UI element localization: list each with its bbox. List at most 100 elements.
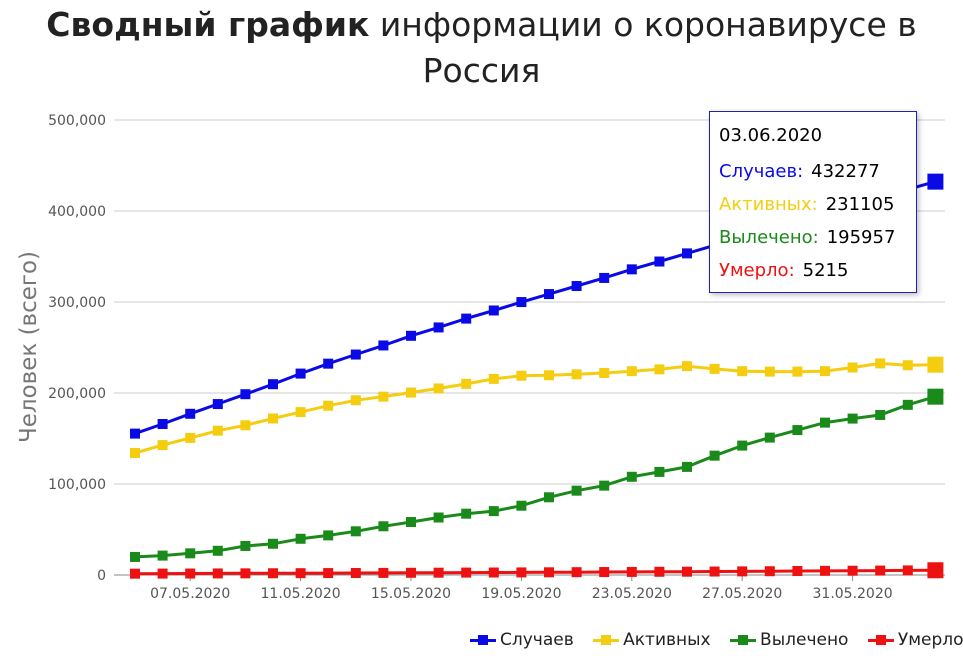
tooltip-row-deaths: Умерло: 5215 [719, 260, 848, 281]
data-point-active [927, 356, 944, 373]
tooltip-row-cases: Случаев: 432277 [719, 161, 880, 182]
data-point-cases [571, 281, 582, 292]
data-point-active [433, 383, 444, 394]
data-point-cases [516, 297, 527, 308]
line-chart[interactable]: 0 100,000 200,000 300,000 400,000 500,000 07.0… [0, 0, 963, 630]
data-point-cases [654, 256, 665, 267]
legend-label-deaths: Умерло [897, 630, 963, 650]
tooltip-value-deaths: 5215 [802, 260, 849, 281]
data-point-recovered [709, 450, 720, 461]
tooltip-label-cases: Случаев: [719, 161, 804, 182]
data-point-active [682, 361, 692, 372]
data-point-active [488, 373, 499, 384]
data-point-deaths [488, 567, 499, 578]
series-line-active [134, 361, 936, 455]
legend-item-cases[interactable]: Случаев [470, 630, 574, 650]
data-point-recovered [682, 461, 692, 472]
x-tick-label: 23.05.2020 [592, 586, 672, 602]
data-point-deaths [792, 566, 803, 577]
data-point-recovered [737, 440, 748, 451]
data-point-deaths [847, 565, 858, 576]
data-point-recovered [847, 413, 858, 424]
data-point-cases [927, 173, 944, 190]
y-tick-label: 0 [97, 568, 106, 584]
data-point-active [820, 366, 830, 377]
legend-label-cases: Случаев [500, 630, 574, 650]
data-point-cases [212, 399, 223, 410]
data-point-cases [157, 419, 168, 430]
data-point-deaths [682, 566, 692, 577]
data-point-recovered [157, 550, 168, 561]
tooltip-row-recovered: Вылечено: 195957 [719, 227, 895, 248]
data-point-deaths [461, 567, 472, 578]
y-tick-label: 500,000 [48, 113, 106, 129]
data-point-deaths [378, 567, 389, 578]
legend-symbol-deaths [867, 633, 894, 647]
chart-legend: Случаев Активных Вылечено Умерло [470, 630, 963, 654]
data-point-recovered [516, 500, 527, 511]
data-point-active [902, 360, 913, 371]
tooltip-value-cases: 432277 [811, 161, 880, 182]
y-tick-label: 400,000 [48, 204, 106, 220]
legend-item-active[interactable]: Активных [593, 630, 711, 650]
tooltip-value-active: 231105 [825, 194, 895, 215]
tooltip-label-deaths: Умерло: [719, 260, 795, 281]
legend-item-deaths[interactable]: Умерло [867, 630, 963, 650]
data-point-cases [599, 272, 610, 283]
y-tick-label: 100,000 [48, 477, 106, 493]
legend-symbol-active [593, 633, 620, 647]
data-point-cases [626, 264, 637, 275]
legend-label-active: Активных [623, 630, 711, 650]
tooltip-value-recovered: 195957 [826, 227, 896, 248]
data-point-cases [433, 322, 444, 333]
y-tick-label: 300,000 [48, 295, 106, 311]
legend-label-recovered: Вылечено [760, 630, 849, 650]
data-point-cases [682, 248, 692, 259]
data-point-recovered [268, 538, 278, 549]
data-point-recovered [571, 485, 582, 496]
data-point-active [544, 370, 554, 381]
data-point-recovered [212, 545, 223, 556]
legend-item-recovered[interactable]: Вылечено [730, 630, 848, 650]
data-point-recovered [544, 492, 554, 503]
x-tick-label: 15.05.2020 [371, 586, 451, 602]
tooltip-label-recovered: Вылечено: [719, 227, 819, 248]
x-tick-label: 19.05.2020 [481, 586, 561, 602]
data-point-deaths [820, 565, 830, 576]
data-point-active [350, 395, 361, 406]
data-point-deaths [927, 562, 944, 579]
data-point-deaths [571, 567, 582, 578]
data-point-cases [544, 289, 554, 300]
data-point-active [737, 366, 748, 377]
data-point-active [378, 391, 389, 402]
data-point-recovered [323, 530, 334, 541]
x-tick-label: 31.05.2020 [813, 586, 893, 602]
data-point-active [847, 362, 858, 373]
data-point-cases [378, 340, 389, 351]
x-tick-label: 07.05.2020 [150, 586, 230, 602]
data-point-deaths [875, 565, 886, 576]
data-point-active [185, 432, 196, 443]
data-point-deaths [406, 567, 416, 578]
data-point-active [516, 370, 527, 381]
y-axis-label: Человек (всего) [16, 251, 42, 443]
data-point-active [157, 440, 168, 451]
tooltip-row-active: Активных: 231105 [719, 194, 894, 215]
data-point-recovered [130, 551, 140, 562]
data-point-recovered [406, 517, 416, 528]
data-point-deaths [268, 568, 278, 579]
data-point-deaths [323, 568, 334, 579]
data-point-recovered [433, 512, 444, 523]
data-point-recovered [350, 526, 361, 537]
data-point-deaths [737, 566, 748, 577]
data-point-cases [461, 313, 472, 324]
data-point-cases [185, 408, 196, 419]
data-point-deaths [902, 565, 913, 576]
data-point-recovered [902, 399, 913, 410]
data-point-cases [268, 379, 278, 390]
chart-title-bold: Сводный график [46, 5, 370, 44]
data-point-recovered [654, 466, 665, 477]
data-point-recovered [295, 533, 306, 544]
tooltip-label-active: Активных: [719, 194, 818, 215]
x-tick-label: 27.05.2020 [702, 586, 782, 602]
